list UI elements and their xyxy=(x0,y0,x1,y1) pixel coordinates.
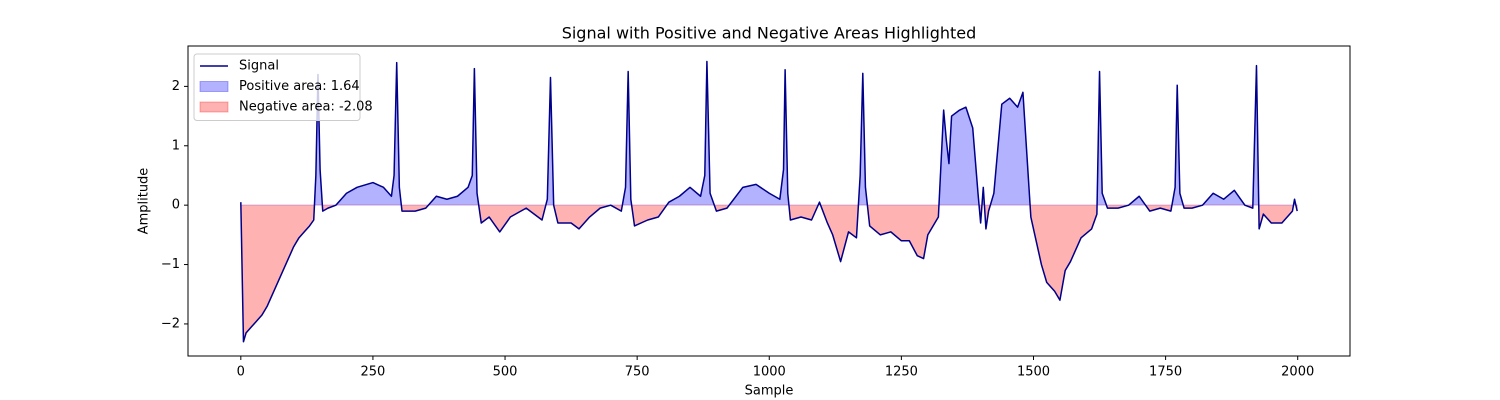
legend-patch xyxy=(199,101,229,113)
x-tick-label: 250 xyxy=(361,365,386,380)
x-tick-label: 1500 xyxy=(1017,365,1050,380)
y-tick-label: 1 xyxy=(172,138,180,153)
positive-area xyxy=(240,61,1298,206)
plot-area xyxy=(240,60,1298,343)
x-axis-label: Sample xyxy=(745,384,794,399)
x-tick-label: 750 xyxy=(625,365,650,380)
y-tick-label: 2 xyxy=(172,79,180,94)
legend-label: Signal xyxy=(239,59,279,74)
legend-label: Negative area: -2.08 xyxy=(239,100,373,115)
legend-box xyxy=(193,53,361,121)
legend-label: Positive area: 1.64 xyxy=(239,79,360,94)
legend-patch xyxy=(199,81,229,92)
y-tick-label: −1 xyxy=(161,257,180,272)
legend: Signal Positive area: 1.64 Negative area: … xyxy=(193,53,373,121)
y-tick-label: −2 xyxy=(161,316,180,331)
x-tick-label: 2000 xyxy=(1281,365,1314,380)
y-tick-label: 0 xyxy=(172,198,180,213)
x-tick-label: 0 xyxy=(237,365,245,380)
signal-line xyxy=(240,60,1298,343)
x-tick-label: 500 xyxy=(493,365,518,380)
chart-title: Signal with Positive and Negative Areas … xyxy=(562,24,977,43)
x-tick-label: 1000 xyxy=(753,365,786,380)
x-tick-label: 1750 xyxy=(1149,365,1182,380)
x-tick-label: 1250 xyxy=(885,365,918,380)
y-axis-label: Amplitude xyxy=(137,168,152,235)
